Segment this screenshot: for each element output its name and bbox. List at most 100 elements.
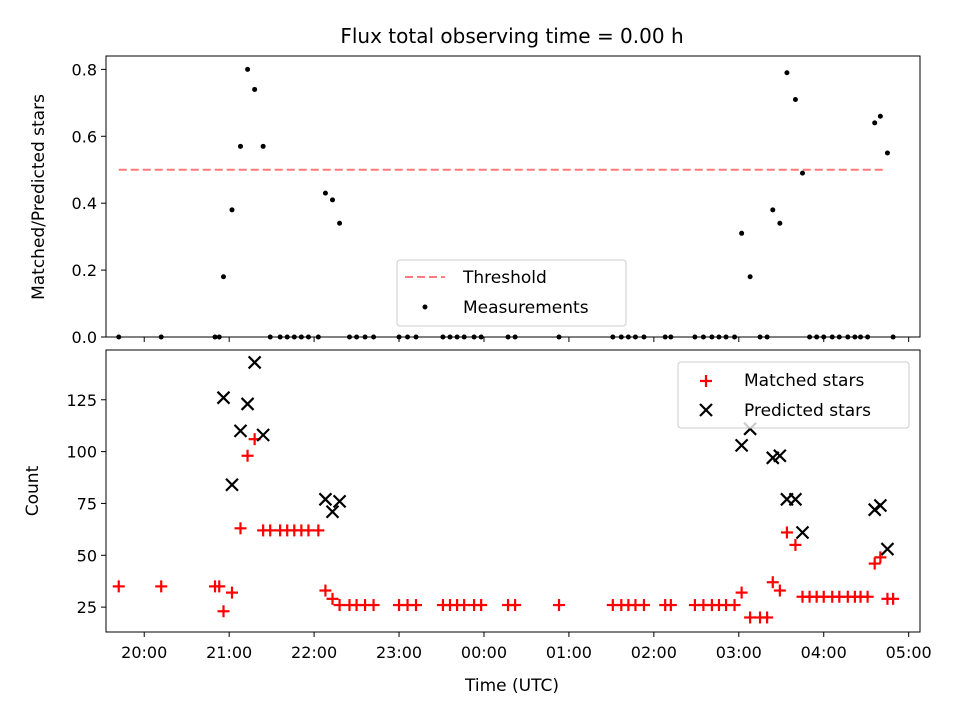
bottom-axes-frame — [105, 349, 921, 633]
measurement-point — [739, 230, 745, 236]
bottom-plot-area — [112, 355, 900, 624]
y-tick-label: 50 — [77, 546, 97, 565]
measurement-point — [229, 207, 235, 213]
top-axes-frame — [105, 55, 921, 338]
top-plot-area — [116, 66, 896, 340]
bottom-y-ticks: 25 50 75 100 125 — [66, 391, 106, 617]
matched-star-point — [410, 599, 423, 612]
matched-star-point — [664, 599, 677, 612]
x-tick-label: 04:00 — [801, 643, 847, 662]
top-legend: Threshold Measurements — [396, 259, 627, 327]
measurement-point — [777, 220, 783, 226]
predicted-star-point — [240, 397, 255, 411]
predicted-star-point — [216, 390, 231, 405]
x-tick-label: 23:00 — [376, 643, 422, 662]
matched-star-point — [217, 605, 230, 618]
measurement-point — [252, 86, 258, 92]
bottom-x-ticks: 20:00 21:00 22:00 23:00 00:00 01:00 02:00 03:00… — [121, 632, 932, 662]
x-axis-label: Time (UTC) — [464, 676, 559, 696]
predicted-star-point — [773, 448, 787, 463]
top-y-ticks: 0.0 0.2 0.4 0.6 0.8 — [72, 60, 106, 347]
x-tick-label: 01:00 — [546, 643, 592, 662]
predicted-star-point — [225, 478, 239, 492]
predicted-star-point — [233, 424, 248, 438]
matched-star-point — [887, 592, 900, 605]
x-tick-label: 21:00 — [206, 643, 252, 662]
x-tick-label: 00:00 — [461, 643, 507, 662]
measurement-point — [747, 274, 753, 280]
measurement-point — [770, 207, 776, 213]
top-legend-box — [396, 259, 627, 327]
y-tick-label: 0.8 — [72, 60, 97, 79]
matched-star-point — [367, 599, 380, 612]
y-tick-label: 0.4 — [72, 194, 97, 213]
legend-measurements-swatch — [422, 304, 428, 310]
predicted-star-point — [788, 492, 803, 507]
matched-star-point — [780, 526, 793, 539]
matched-star-point — [789, 538, 802, 551]
predicted-star-point — [795, 525, 810, 540]
measurement-point — [792, 96, 798, 102]
matched-star-point — [475, 599, 488, 612]
predicted-star-point — [318, 492, 333, 507]
matched-star-point — [861, 590, 874, 603]
predicted-star-point — [325, 504, 340, 519]
measurement-point — [884, 150, 890, 156]
measurement-point — [872, 120, 878, 126]
measurement-point — [337, 220, 343, 226]
y-tick-label: 100 — [66, 443, 97, 462]
matched-star-point — [225, 586, 238, 599]
matched-star-point — [553, 599, 566, 612]
legend-predicted-swatch — [699, 403, 713, 417]
measurement-point — [322, 190, 328, 196]
y-tick-label: 0.2 — [72, 261, 97, 280]
legend-matched-label: Matched stars — [744, 371, 864, 391]
bottom-legend: Matched stars Predicted stars — [677, 361, 910, 429]
x-tick-label: 02:00 — [631, 643, 677, 662]
legend-predicted-label: Predicted stars — [744, 401, 871, 421]
y-tick-label: 0.6 — [72, 127, 97, 146]
predicted-star-point — [247, 355, 262, 370]
y-tick-label: 125 — [66, 391, 97, 410]
matched-star-point — [766, 576, 779, 589]
bottom-y-axis-label: Count — [23, 465, 43, 516]
predicted-star-point — [332, 494, 347, 509]
bottom-panel: 25 50 75 100 125 20:00 21:00 22:00 23:00 00:00 01… — [23, 349, 932, 696]
matched-star-point — [728, 599, 741, 612]
predicted-star-point — [873, 498, 888, 513]
measurement-point — [877, 113, 883, 119]
bottom-legend-box — [677, 361, 910, 429]
predicted-star-point — [734, 438, 749, 453]
matched-star-point — [319, 584, 332, 597]
y-tick-label: 0.0 — [72, 328, 97, 347]
measurement-point — [800, 170, 806, 176]
matched-star-point — [735, 586, 748, 599]
measurement-point — [784, 70, 790, 76]
top-y-axis-label: Matched/Predicted stars — [29, 94, 49, 300]
measurement-point — [330, 197, 336, 203]
matched-star-point — [868, 557, 881, 570]
measurement-point — [220, 274, 226, 280]
x-tick-label: 22:00 — [291, 643, 337, 662]
figure-title: Flux total observing time = 0.00 h — [340, 24, 683, 48]
matched-star-point — [761, 611, 774, 624]
matched-star-point — [155, 580, 168, 593]
legend-matched-swatch — [700, 375, 712, 387]
matched-star-point — [241, 449, 254, 462]
matched-star-point — [326, 592, 339, 605]
measurement-point — [245, 66, 251, 72]
x-tick-label: 05:00 — [886, 643, 932, 662]
measurement-point — [260, 143, 266, 149]
y-tick-label: 25 — [77, 598, 97, 617]
matched-star-point — [637, 599, 650, 612]
matched-star-point — [509, 599, 522, 612]
predicted-star-point — [256, 428, 270, 442]
top-panel: 0.00.20.40.60.8 Matched/Predicted stars … — [29, 55, 921, 347]
matched-star-point — [112, 580, 125, 593]
legend-measurements-label: Measurements — [463, 298, 589, 318]
predicted-star-point — [880, 542, 895, 556]
y-tick-label: 75 — [77, 494, 97, 513]
matched-star-point — [312, 524, 325, 537]
measurement-point — [237, 143, 243, 149]
